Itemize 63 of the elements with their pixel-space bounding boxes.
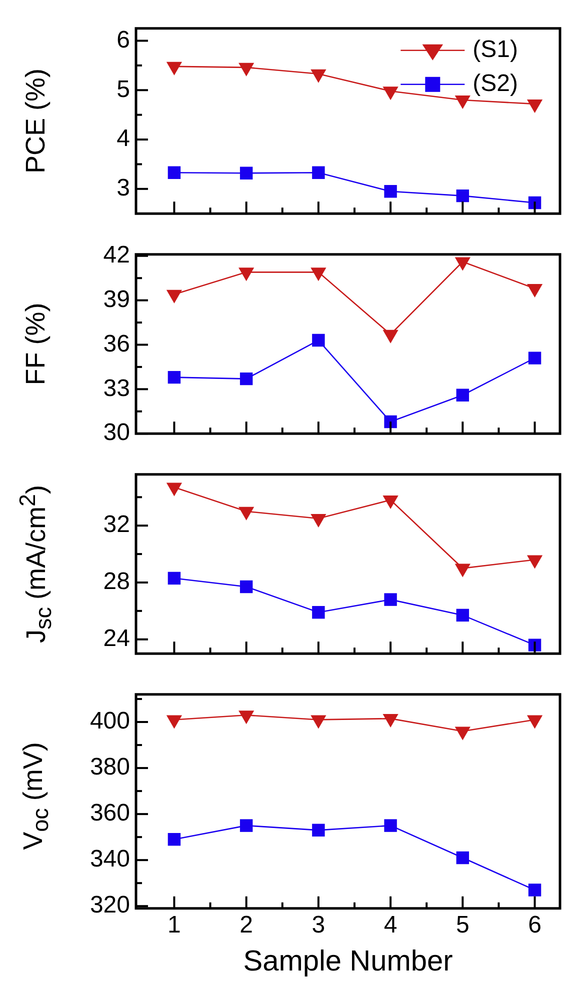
- y-tick-label: 320: [90, 892, 130, 919]
- point: [528, 352, 542, 364]
- point: [382, 714, 398, 728]
- y-tick-label: 33: [103, 374, 130, 402]
- x-tick-label: 5: [456, 911, 470, 938]
- point: [238, 506, 254, 520]
- legend-label: (S1): [472, 36, 518, 64]
- point: [382, 496, 398, 509]
- point: [168, 572, 181, 585]
- point: [168, 370, 181, 384]
- point: [240, 819, 253, 832]
- y-tick-label: 32: [103, 511, 130, 538]
- y-tick-label: 24: [103, 625, 130, 652]
- y-tick-label: 380: [90, 754, 130, 781]
- point: [312, 824, 325, 837]
- y-axis-title: FF (%): [20, 302, 52, 386]
- point: [526, 715, 543, 729]
- point: [528, 884, 542, 896]
- point: [526, 555, 543, 569]
- y-tick-label: 5: [116, 76, 130, 103]
- x-tick-label: 3: [312, 911, 326, 938]
- point: [240, 372, 253, 386]
- y-tick-label: 30: [103, 419, 130, 446]
- y-tick-label: 3: [116, 174, 130, 202]
- y-tick-label: 6: [116, 26, 130, 54]
- point: [312, 606, 325, 619]
- point: [166, 715, 182, 729]
- point: [240, 580, 253, 594]
- y-tick-label: 39: [103, 286, 130, 313]
- y-tick-label: 4: [116, 125, 130, 152]
- y-tick-label: 400: [90, 708, 130, 735]
- point: [166, 482, 182, 496]
- legend-label: (S2): [472, 70, 518, 98]
- y-axis-title: PCE (%): [20, 68, 52, 174]
- x-tick-label: 6: [528, 911, 542, 938]
- point: [454, 257, 470, 271]
- y-tick-label: 360: [90, 800, 130, 827]
- y-tick-label: 42: [103, 242, 130, 269]
- point: [312, 334, 325, 347]
- point: [310, 268, 326, 282]
- point: [310, 514, 326, 528]
- x-tick-label: 1: [168, 911, 181, 938]
- point: [526, 284, 543, 298]
- point: [238, 268, 254, 282]
- point: [454, 726, 470, 740]
- x-tick-label: 2: [240, 911, 254, 938]
- point: [238, 710, 254, 724]
- point: [384, 415, 397, 428]
- point: [168, 833, 181, 846]
- point: [454, 564, 470, 578]
- point: [310, 715, 326, 729]
- y-tick-label: 340: [90, 846, 130, 873]
- x-axis-title: Sample Number: [243, 946, 454, 978]
- point: [384, 819, 397, 832]
- y-tick-label: 28: [103, 568, 130, 596]
- point: [456, 388, 470, 402]
- y-tick-label: 36: [103, 330, 130, 358]
- point: [456, 608, 470, 622]
- point: [382, 330, 398, 344]
- point: [456, 851, 470, 864]
- point: [384, 593, 397, 606]
- point: [166, 290, 182, 304]
- x-tick-label: 4: [384, 911, 398, 938]
